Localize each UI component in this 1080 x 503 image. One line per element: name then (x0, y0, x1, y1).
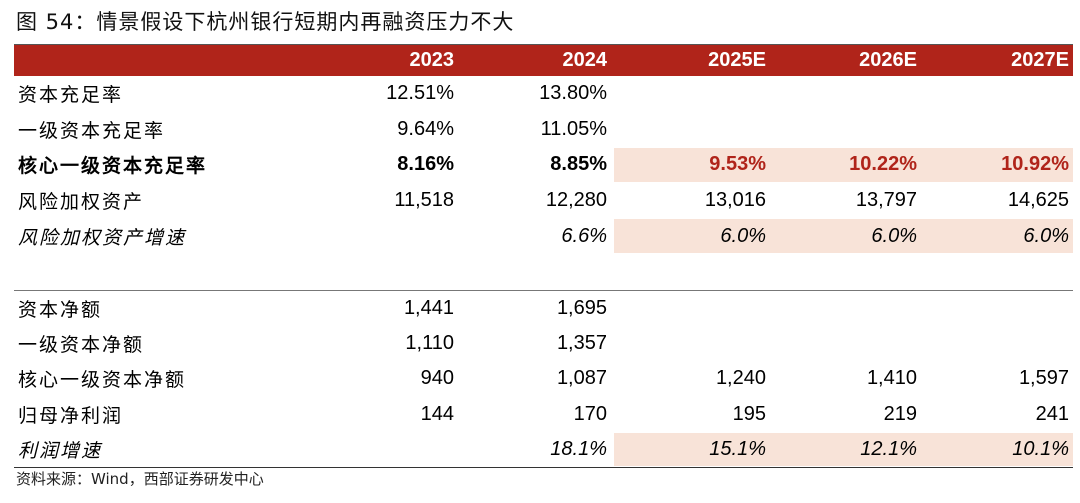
table-cell (614, 326, 766, 362)
table-cell: 144 (420, 403, 454, 426)
table-cell (766, 76, 917, 112)
table-row: 一级资本充足率 9.64% 11.05% (14, 112, 1073, 148)
row-label: 风险加权资产 (18, 191, 145, 214)
table-cell: 6.6% (561, 224, 607, 247)
row-label: 核心一级资本充足率 (18, 155, 208, 178)
table-cell-projection: 10.22% (849, 153, 917, 176)
row-label: 利润增速 (18, 440, 103, 463)
table-cell: 18.1% (550, 438, 607, 461)
table-cell: 8.16% (397, 153, 454, 176)
header-col-2024: 2024 (562, 49, 608, 71)
table-cell: 1,597 (1018, 367, 1069, 390)
table-row: 资本净额 1,441 1,695 (14, 289, 1073, 326)
table-cell (917, 112, 1069, 148)
table-row-growth: 利润增速 18.1% 15.1% 12.1% 10.1% (14, 432, 1073, 468)
table-row: 归母净利润 144 170 195 219 241 (14, 397, 1073, 433)
data-table: 2023 2024 2025E 2026E 2027E 资本充足率 12.51%… (14, 45, 1073, 468)
table-cell: 6.0% (871, 224, 917, 247)
table-cell (917, 326, 1069, 362)
table-cell: 219 (883, 403, 917, 426)
row-label: 一级资本净额 (18, 333, 145, 356)
table-cell: 11,518 (394, 189, 454, 212)
table-cell: 940 (420, 367, 454, 390)
table-cell (766, 326, 917, 362)
table-row: 一级资本净额 1,110 1,357 (14, 326, 1073, 362)
table-cell: 6.0% (1023, 224, 1069, 247)
table-row-highlighted: 核心一级资本充足率 8.16% 8.85% 9.53% 10.22% 10.92… (14, 147, 1073, 183)
table-cell (766, 112, 917, 148)
projection-highlight (614, 433, 1073, 466)
table-row-growth: 风险加权资产增速 6.6% 6.0% 6.0% 6.0% (14, 218, 1073, 254)
table-cell: 195 (732, 403, 766, 426)
table-cell: 1,240 (715, 367, 766, 390)
table-cell (766, 291, 917, 326)
table-cell: 1,441 (403, 296, 454, 319)
table-cell: 6.0% (720, 224, 766, 247)
table-row: 核心一级资本净额 940 1,087 1,240 1,410 1,597 (14, 361, 1073, 397)
table-cell: 1,110 (405, 331, 454, 354)
table-cell: 1,357 (556, 331, 607, 354)
projection-highlight (614, 148, 1073, 182)
header-col-2023: 2023 (409, 49, 455, 71)
table-cell: 170 (573, 403, 607, 426)
row-label: 风险加权资产增速 (18, 226, 187, 249)
table-row: 资本充足率 12.51% 13.80% (14, 76, 1073, 112)
row-label: 资本充足率 (18, 84, 124, 107)
table-cell: 241 (1035, 403, 1069, 426)
row-label: 资本净额 (18, 298, 103, 321)
table-cell-projection: 10.92% (1001, 153, 1069, 176)
table-cell (917, 291, 1069, 326)
table-cell: 10.1% (1012, 438, 1069, 461)
table-cell (917, 76, 1069, 112)
table-cell: 12.51% (386, 82, 454, 105)
table-cell: 1,087 (556, 367, 607, 390)
table-cell-projection: 9.53% (709, 153, 766, 176)
header-col-2027e: 2027E (1011, 49, 1069, 71)
table-cell (614, 112, 766, 148)
table-cell: 12.1% (860, 438, 917, 461)
title-divider (14, 44, 1073, 45)
table-cell: 13,016 (704, 189, 766, 212)
table-cell (304, 218, 454, 254)
row-label: 归母净利润 (18, 405, 124, 428)
table-cell: 12,280 (545, 189, 607, 212)
row-label: 核心一级资本净额 (18, 369, 187, 392)
table-cell: 1,410 (866, 367, 917, 390)
table-row: 风险加权资产 11,518 12,280 13,016 13,797 14,62… (14, 183, 1073, 219)
spacer-row (14, 254, 1073, 290)
table-cell: 13.80% (539, 82, 607, 105)
table-cell: 11.05% (540, 117, 607, 140)
table-header-row: 2023 2024 2025E 2026E 2027E (14, 45, 1073, 76)
table-cell: 14,625 (1007, 189, 1069, 212)
table-cell (614, 76, 766, 112)
header-col-2025e: 2025E (708, 49, 766, 71)
header-col-2026e: 2026E (859, 49, 917, 71)
table-cell: 15.1% (709, 438, 766, 461)
figure-title: 图 54：情景假设下杭州银行短期内再融资压力不大 (16, 10, 515, 34)
table-cell: 9.64% (397, 117, 454, 140)
projection-highlight (614, 219, 1073, 253)
table-cell: 13,797 (855, 189, 917, 212)
table-cell: 1,695 (556, 296, 607, 319)
table-cell: 8.85% (550, 153, 607, 176)
table-cell (614, 291, 766, 326)
table-cell (304, 432, 454, 467)
row-label: 一级资本充足率 (18, 119, 166, 142)
source-note: 资料来源：Wind，西部证券研发中心 (16, 470, 264, 488)
